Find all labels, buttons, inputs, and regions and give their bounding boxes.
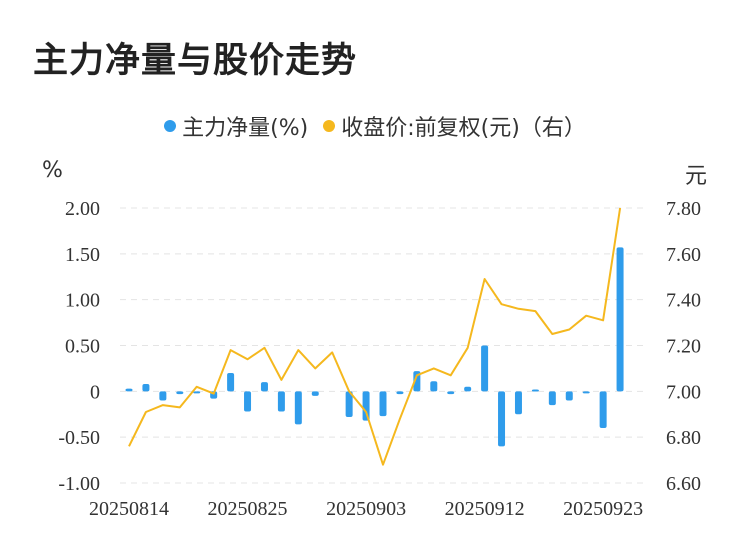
y-right-tick-label: 7.40	[666, 290, 701, 312]
net-flow-bar	[430, 381, 438, 392]
net-flow-bar	[142, 384, 150, 392]
net-flow-bar	[447, 391, 455, 395]
x-tick-label: 20250814	[89, 498, 169, 520]
net-flow-bar	[396, 391, 404, 395]
y-left-tick-label: 0	[90, 381, 100, 403]
net-flow-bar	[159, 391, 167, 401]
net-flow-bar	[413, 371, 421, 392]
x-tick-label: 20250903	[326, 498, 406, 520]
net-flow-bar	[464, 386, 472, 392]
legend-label-close-price: 收盘价:前复权(元)（右）	[341, 116, 586, 141]
y-left-tick-label: 1.50	[65, 244, 100, 266]
legend-item-net-flow[interactable]: 主力净量(%)	[164, 110, 308, 142]
y-left-tick-label: -1.00	[58, 473, 100, 495]
net-flow-bar	[616, 247, 624, 392]
y-left-tick-label: 1.00	[65, 290, 100, 312]
y-right-tick-label: 6.60	[666, 473, 701, 495]
net-flow-bar	[599, 391, 607, 428]
legend-item-close-price[interactable]: 收盘价:前复权(元)（右）	[323, 110, 586, 142]
y-left-tick-label: -0.50	[58, 427, 100, 449]
net-flow-bar	[294, 391, 302, 425]
legend: 主力净量(%) 收盘价:前复权(元)（右）	[0, 110, 750, 142]
y-left-tick-label: 2.00	[65, 198, 100, 220]
net-flow-bar	[514, 391, 522, 415]
chart-title: 主力净量与股价走势	[33, 41, 358, 81]
net-flow-bar	[498, 391, 506, 447]
net-flow-bar	[227, 373, 235, 392]
y-right-tick-label: 7.00	[666, 381, 701, 403]
net-flow-bar	[548, 391, 556, 406]
net-flow-bar	[193, 391, 201, 394]
net-flow-bar	[481, 345, 489, 392]
net-flow-bar	[260, 382, 268, 392]
net-flow-bar	[565, 391, 573, 401]
x-tick-label: 20250825	[208, 498, 288, 520]
x-tick-label: 20250923	[563, 498, 643, 520]
net-flow-bar	[125, 388, 133, 392]
right-axis-unit: 元	[685, 164, 708, 189]
x-tick-label: 20250912	[445, 498, 525, 520]
left-axis-unit: %	[42, 158, 63, 183]
y-left-tick-label: 0.50	[65, 336, 100, 358]
y-right-tick-label: 6.80	[666, 427, 701, 449]
net-flow-bar	[531, 389, 539, 392]
y-right-tick-label: 7.60	[666, 244, 701, 266]
net-flow-bar	[582, 391, 590, 394]
net-flow-bar	[345, 391, 353, 417]
net-flow-bar	[362, 391, 370, 421]
net-flow-bar	[379, 391, 387, 417]
net-flow-bar	[244, 391, 252, 412]
y-right-tick-label: 7.80	[666, 198, 701, 220]
y-right-tick-label: 7.20	[666, 336, 701, 358]
net-flow-bar	[176, 391, 184, 395]
close-price-line	[128, 207, 622, 466]
legend-dot-close-price	[323, 120, 336, 132]
legend-dot-net-flow	[164, 120, 177, 132]
net-flow-bar	[311, 391, 319, 396]
net-flow-bar	[277, 391, 285, 412]
legend-label-net-flow: 主力净量(%)	[182, 116, 309, 141]
